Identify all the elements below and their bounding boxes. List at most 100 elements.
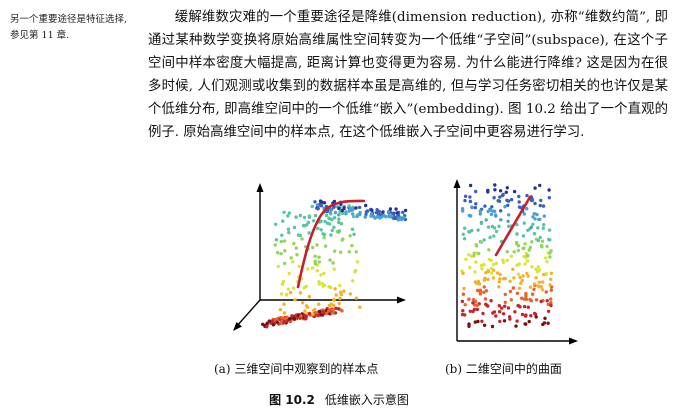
panel-a-point xyxy=(332,216,337,220)
panel-a-point xyxy=(299,314,303,318)
panel-a-point xyxy=(306,220,310,225)
panel-a-point xyxy=(351,279,355,283)
panel-a-point xyxy=(338,250,343,254)
panel-b-point xyxy=(467,297,471,301)
panel-a-point xyxy=(354,268,358,273)
panel-b-point xyxy=(498,319,502,324)
axis-u-arrowhead xyxy=(569,337,578,345)
panel-a-point xyxy=(315,269,319,273)
panel-b-point xyxy=(463,198,467,203)
panel-a-point xyxy=(294,215,298,219)
panel-b-point xyxy=(517,286,522,290)
panel-a-point xyxy=(342,206,346,211)
panel-b-point xyxy=(540,280,545,284)
panel-b-point xyxy=(474,243,478,247)
panel-b-point xyxy=(520,278,524,283)
panel-a-point xyxy=(273,243,277,247)
panel-b-point xyxy=(498,310,502,314)
panel-b-point xyxy=(501,258,505,262)
panel-b-point xyxy=(470,228,474,233)
panel-a-point xyxy=(292,317,296,321)
panel-a-point xyxy=(355,214,359,219)
panel-b-point xyxy=(547,188,551,192)
panel-a-point xyxy=(321,310,325,314)
panel-b-point xyxy=(468,195,472,199)
panel-b-point xyxy=(495,271,500,275)
panel-b-point xyxy=(479,221,484,226)
panel-b-point xyxy=(536,226,540,230)
panel-a-point xyxy=(285,292,289,296)
panel-a-point xyxy=(279,292,284,296)
panel-b-point xyxy=(506,199,511,203)
panel-a-point xyxy=(279,239,283,244)
panel-b-point xyxy=(508,279,512,283)
panel-a-point xyxy=(319,204,324,208)
panel-b-point xyxy=(484,271,488,275)
panel-b-point xyxy=(490,205,494,209)
panel-b-point xyxy=(475,307,480,312)
panel-b-point xyxy=(506,219,510,223)
panel-a-point xyxy=(311,245,315,250)
panel-a-point xyxy=(338,296,342,301)
panel-b-point xyxy=(482,278,486,282)
panel-b-point xyxy=(534,276,538,280)
panel-a-point xyxy=(279,252,283,256)
panel-a-point xyxy=(313,259,317,263)
panel-a-point xyxy=(298,213,303,218)
panel-b-point xyxy=(540,239,545,243)
panel-b-point xyxy=(515,291,520,295)
panel-b-point xyxy=(460,312,465,317)
panel-a-3d-scatter xyxy=(233,183,408,331)
panel-b-point xyxy=(467,230,471,234)
panel-b-point xyxy=(549,271,554,275)
panel-a-point xyxy=(288,290,293,295)
panel-b-point xyxy=(475,288,480,293)
panel-b-point xyxy=(473,280,478,284)
panel-b-point xyxy=(549,297,553,301)
panel-b-point xyxy=(488,235,492,240)
panel-a-point xyxy=(322,271,326,275)
panel-a-point xyxy=(289,256,293,260)
panel-b-point xyxy=(544,256,548,260)
panel-b-point xyxy=(518,275,522,280)
panel-b-point xyxy=(533,201,537,206)
panel-a-point xyxy=(286,227,291,231)
panel-a-point xyxy=(324,213,329,218)
panel-a-point xyxy=(364,203,368,208)
panel-b-point xyxy=(499,209,503,213)
panel-b-point xyxy=(546,302,550,307)
panel-b-point xyxy=(524,297,529,301)
panel-b-point xyxy=(500,306,504,310)
panel-a-point xyxy=(342,289,346,293)
panel-b-point xyxy=(532,311,537,316)
panel-b-point xyxy=(475,303,479,307)
panel-a-point xyxy=(351,214,356,219)
panel-a-point xyxy=(332,297,336,302)
panel-a-point xyxy=(336,307,341,311)
panel-b-point xyxy=(504,190,508,194)
panel-a-point xyxy=(283,316,287,321)
panel-b-point xyxy=(463,226,467,230)
panel-a-point xyxy=(317,282,322,286)
paragraph-text: 缓解维数灾难的一个重要途径是降维(dimension reduction), 亦… xyxy=(148,10,668,140)
panel-a-point xyxy=(337,229,341,233)
panel-a-point xyxy=(315,243,319,247)
panel-b-point xyxy=(498,189,503,193)
panel-a-point xyxy=(387,214,391,218)
panel-a-point xyxy=(373,216,377,220)
panel-b-point xyxy=(508,317,512,321)
panel-b-point xyxy=(534,267,538,271)
panel-b-point xyxy=(484,218,488,222)
panel-a-point xyxy=(323,219,327,224)
panel-a-point xyxy=(327,309,331,313)
panel-b-point xyxy=(491,276,496,280)
panel-b-point xyxy=(511,286,515,290)
panel-b-point xyxy=(530,198,535,202)
panel-b-point xyxy=(506,306,511,310)
panel-b-point xyxy=(547,228,552,232)
panel-a-point xyxy=(304,316,308,321)
panel-b-point xyxy=(481,311,485,316)
panel-b-point xyxy=(511,267,515,271)
panel-b-point xyxy=(526,305,530,309)
figure-caption-text: 低维嵌入示意图 xyxy=(324,393,409,407)
